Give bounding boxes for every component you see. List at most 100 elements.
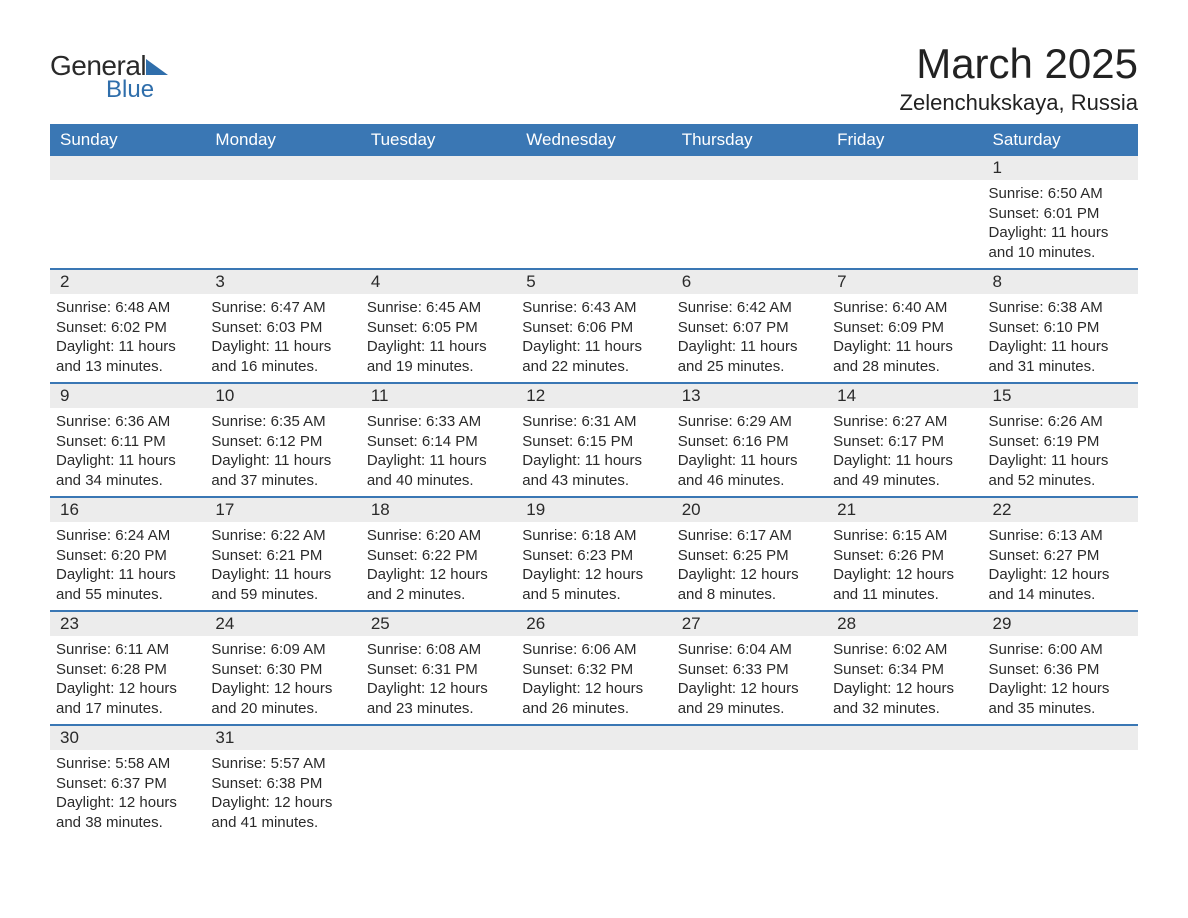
sunrise-line: Sunrise: 6:42 AM [678, 298, 821, 318]
sunset-line: Sunset: 6:10 PM [989, 318, 1132, 338]
sunrise-line: Sunrise: 6:26 AM [989, 412, 1132, 432]
sunset-line: Sunset: 6:25 PM [678, 546, 821, 566]
day-number-bar: 15 [983, 384, 1138, 408]
sunset-line: Sunset: 6:34 PM [833, 660, 976, 680]
calendar-day-cell: 7Sunrise: 6:40 AMSunset: 6:09 PMDaylight… [827, 269, 982, 383]
day-body: Sunrise: 6:45 AMSunset: 6:05 PMDaylight:… [361, 294, 516, 382]
sunrise-line: Sunrise: 6:45 AM [367, 298, 510, 318]
sunset-line: Sunset: 6:31 PM [367, 660, 510, 680]
location-name: Zelenchukskaya, Russia [900, 90, 1138, 116]
sunrise-line: Sunrise: 6:48 AM [56, 298, 199, 318]
header: General Blue March 2025 Zelenchukskaya, … [50, 40, 1138, 116]
day-number-bar [516, 726, 671, 750]
month-title: March 2025 [900, 40, 1138, 88]
day-body: Sunrise: 6:27 AMSunset: 6:17 PMDaylight:… [827, 408, 982, 496]
sunrise-line: Sunrise: 5:58 AM [56, 754, 199, 774]
calendar-day-cell [361, 725, 516, 838]
brand-logo: General Blue [50, 40, 168, 104]
sunset-line: Sunset: 6:38 PM [211, 774, 354, 794]
daylight-line: Daylight: 12 hours and 23 minutes. [367, 679, 510, 718]
sunset-line: Sunset: 6:11 PM [56, 432, 199, 452]
sunrise-line: Sunrise: 6:33 AM [367, 412, 510, 432]
calendar-day-cell: 3Sunrise: 6:47 AMSunset: 6:03 PMDaylight… [205, 269, 360, 383]
sunset-line: Sunset: 6:19 PM [989, 432, 1132, 452]
calendar-table: SundayMondayTuesdayWednesdayThursdayFrid… [50, 124, 1138, 838]
calendar-day-cell: 22Sunrise: 6:13 AMSunset: 6:27 PMDayligh… [983, 497, 1138, 611]
calendar-day-cell: 9Sunrise: 6:36 AMSunset: 6:11 PMDaylight… [50, 383, 205, 497]
daylight-line: Daylight: 11 hours and 49 minutes. [833, 451, 976, 490]
sunrise-line: Sunrise: 6:50 AM [989, 184, 1132, 204]
sunrise-line: Sunrise: 6:24 AM [56, 526, 199, 546]
day-number-bar: 19 [516, 498, 671, 522]
calendar-day-cell: 5Sunrise: 6:43 AMSunset: 6:06 PMDaylight… [516, 269, 671, 383]
daylight-line: Daylight: 11 hours and 10 minutes. [989, 223, 1132, 262]
daylight-line: Daylight: 11 hours and 43 minutes. [522, 451, 665, 490]
weekday-header-row: SundayMondayTuesdayWednesdayThursdayFrid… [50, 124, 1138, 156]
calendar-day-cell: 13Sunrise: 6:29 AMSunset: 6:16 PMDayligh… [672, 383, 827, 497]
day-body: Sunrise: 6:02 AMSunset: 6:34 PMDaylight:… [827, 636, 982, 724]
daylight-line: Daylight: 12 hours and 35 minutes. [989, 679, 1132, 718]
day-body: Sunrise: 6:20 AMSunset: 6:22 PMDaylight:… [361, 522, 516, 610]
daylight-line: Daylight: 11 hours and 55 minutes. [56, 565, 199, 604]
day-body: Sunrise: 6:13 AMSunset: 6:27 PMDaylight:… [983, 522, 1138, 610]
sunrise-line: Sunrise: 6:31 AM [522, 412, 665, 432]
day-number-bar: 7 [827, 270, 982, 294]
day-number-bar: 2 [50, 270, 205, 294]
daylight-line: Daylight: 12 hours and 11 minutes. [833, 565, 976, 604]
sunrise-line: Sunrise: 6:13 AM [989, 526, 1132, 546]
sunrise-line: Sunrise: 6:43 AM [522, 298, 665, 318]
daylight-line: Daylight: 12 hours and 29 minutes. [678, 679, 821, 718]
daylight-line: Daylight: 12 hours and 5 minutes. [522, 565, 665, 604]
calendar-week-row: 1Sunrise: 6:50 AMSunset: 6:01 PMDaylight… [50, 156, 1138, 269]
sunset-line: Sunset: 6:16 PM [678, 432, 821, 452]
day-number-bar: 4 [361, 270, 516, 294]
daylight-line: Daylight: 12 hours and 8 minutes. [678, 565, 821, 604]
daylight-line: Daylight: 11 hours and 34 minutes. [56, 451, 199, 490]
day-number-bar: 22 [983, 498, 1138, 522]
day-body: Sunrise: 6:06 AMSunset: 6:32 PMDaylight:… [516, 636, 671, 724]
day-number-bar: 20 [672, 498, 827, 522]
calendar-day-cell [205, 156, 360, 269]
day-body: Sunrise: 6:40 AMSunset: 6:09 PMDaylight:… [827, 294, 982, 382]
sunset-line: Sunset: 6:28 PM [56, 660, 199, 680]
sunrise-line: Sunrise: 6:40 AM [833, 298, 976, 318]
daylight-line: Daylight: 12 hours and 20 minutes. [211, 679, 354, 718]
daylight-line: Daylight: 12 hours and 2 minutes. [367, 565, 510, 604]
day-number-bar [516, 156, 671, 180]
sunset-line: Sunset: 6:37 PM [56, 774, 199, 794]
sunset-line: Sunset: 6:21 PM [211, 546, 354, 566]
day-number-bar: 23 [50, 612, 205, 636]
calendar-day-cell: 27Sunrise: 6:04 AMSunset: 6:33 PMDayligh… [672, 611, 827, 725]
day-body: Sunrise: 6:33 AMSunset: 6:14 PMDaylight:… [361, 408, 516, 496]
sunset-line: Sunset: 6:12 PM [211, 432, 354, 452]
sunset-line: Sunset: 6:03 PM [211, 318, 354, 338]
calendar-week-row: 23Sunrise: 6:11 AMSunset: 6:28 PMDayligh… [50, 611, 1138, 725]
day-number-bar: 17 [205, 498, 360, 522]
calendar-day-cell [672, 725, 827, 838]
daylight-line: Daylight: 11 hours and 40 minutes. [367, 451, 510, 490]
day-number-bar: 18 [361, 498, 516, 522]
calendar-week-row: 9Sunrise: 6:36 AMSunset: 6:11 PMDaylight… [50, 383, 1138, 497]
day-number-bar: 29 [983, 612, 1138, 636]
day-number-bar: 8 [983, 270, 1138, 294]
weekday-header: Tuesday [361, 124, 516, 156]
day-body: Sunrise: 6:43 AMSunset: 6:06 PMDaylight:… [516, 294, 671, 382]
calendar-day-cell: 31Sunrise: 5:57 AMSunset: 6:38 PMDayligh… [205, 725, 360, 838]
calendar-day-cell [983, 725, 1138, 838]
day-body: Sunrise: 6:08 AMSunset: 6:31 PMDaylight:… [361, 636, 516, 724]
day-body: Sunrise: 6:00 AMSunset: 6:36 PMDaylight:… [983, 636, 1138, 724]
day-number-bar: 31 [205, 726, 360, 750]
day-number-bar: 21 [827, 498, 982, 522]
calendar-day-cell [50, 156, 205, 269]
daylight-line: Daylight: 11 hours and 25 minutes. [678, 337, 821, 376]
sunrise-line: Sunrise: 6:18 AM [522, 526, 665, 546]
sunset-line: Sunset: 6:30 PM [211, 660, 354, 680]
calendar-day-cell: 19Sunrise: 6:18 AMSunset: 6:23 PMDayligh… [516, 497, 671, 611]
calendar-day-cell [516, 156, 671, 269]
title-block: March 2025 Zelenchukskaya, Russia [900, 40, 1138, 116]
calendar-day-cell: 18Sunrise: 6:20 AMSunset: 6:22 PMDayligh… [361, 497, 516, 611]
day-number-bar [672, 726, 827, 750]
day-body: Sunrise: 6:09 AMSunset: 6:30 PMDaylight:… [205, 636, 360, 724]
sunset-line: Sunset: 6:27 PM [989, 546, 1132, 566]
sunset-line: Sunset: 6:22 PM [367, 546, 510, 566]
